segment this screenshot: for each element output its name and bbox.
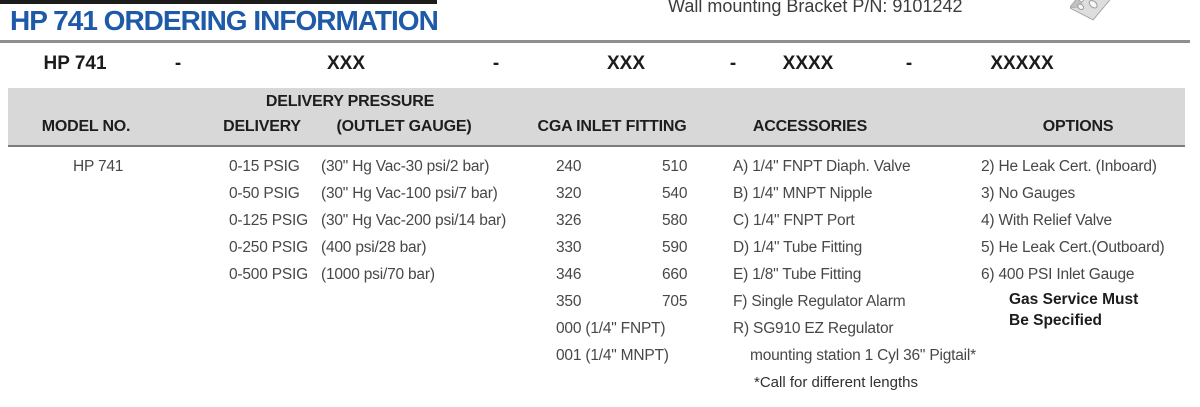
cga-value: 320 <box>556 185 582 202</box>
cga-value: 510 <box>662 158 688 175</box>
order-code-dash: - <box>492 53 500 74</box>
title-underline <box>0 40 1190 43</box>
accessory-item: B) 1/4" MNPT Nipple <box>733 185 873 202</box>
accessory-item: A) 1/4" FNPT Diaph. Valve <box>733 158 911 175</box>
order-code-segment-1: XXX <box>326 53 366 74</box>
top-black-bar <box>0 0 437 4</box>
order-code-dash: - <box>729 53 737 74</box>
delivery-value: 0-250 PSIG <box>229 239 308 256</box>
wall-bracket-image <box>1068 0 1132 39</box>
cga-value: 350 <box>556 293 582 310</box>
header-delivery: DELIVERY <box>223 118 301 135</box>
accessory-item: E) 1/8" Tube Fitting <box>733 266 862 283</box>
order-code-segment-4: XXXXX <box>990 53 1054 74</box>
accessory-item: C) 1/4" FNPT Port <box>733 212 855 229</box>
cga-value: 330 <box>556 239 582 256</box>
header-accessories: ACCESSORIES <box>752 118 868 135</box>
accessory-item: D) 1/4" Tube Fitting <box>733 239 863 256</box>
order-code-model: HP 741 <box>43 53 107 74</box>
header-delivery-pressure-group: DELIVERY PRESSURE <box>265 93 435 110</box>
cga-value: 240 <box>556 158 582 175</box>
cga-value: 326 <box>556 212 582 229</box>
accessory-item-continued: mounting station 1 Cyl 36" Pigtail* <box>750 347 976 364</box>
delivery-value: 0-500 PSIG <box>229 266 308 283</box>
order-code-dash: - <box>174 53 182 74</box>
delivery-value: 0-125 PSIG <box>229 212 308 229</box>
outlet-gauge-value: (30" Hg Vac-200 psi/14 bar) <box>321 212 507 229</box>
outlet-gauge-value: (400 psi/28 bar) <box>321 239 427 256</box>
order-code-segment-3: XXXX <box>782 53 834 74</box>
header-cga-inlet-fitting: CGA INLET FITTING <box>537 118 687 135</box>
option-item: 4) With Relief Valve <box>981 212 1112 229</box>
cga-value: 001 (1/4" MNPT) <box>556 347 669 364</box>
outlet-gauge-value: (30" Hg Vac-100 psi/7 bar) <box>321 185 498 202</box>
pigtail-footnote: *Call for different lengths <box>754 374 918 391</box>
accessory-item: F) Single Regulator Alarm <box>733 293 906 310</box>
cga-value: 346 <box>556 266 582 283</box>
header-options: OPTIONS <box>1042 118 1114 135</box>
wall-bracket-note: Wall mounting Bracket P/N: 9101242 <box>668 0 963 16</box>
delivery-value: 0-50 PSIG <box>229 185 300 202</box>
cga-value: 580 <box>662 212 688 229</box>
model-no-value: HP 741 <box>73 158 124 175</box>
outlet-gauge-value: (1000 psi/70 bar) <box>321 266 435 283</box>
accessory-item: R) SG910 EZ Regulator <box>733 320 894 337</box>
outlet-gauge-value: (30" Hg Vac-30 psi/2 bar) <box>321 158 490 175</box>
option-item: 5) He Leak Cert.(Outboard) <box>981 239 1165 256</box>
cga-value: 705 <box>662 293 688 310</box>
page-title: HP 741 ORDERING INFORMATION <box>10 5 439 36</box>
table-header-band <box>8 88 1185 147</box>
option-item: 2) He Leak Cert. (Inboard) <box>981 158 1157 175</box>
order-code-dash: - <box>905 53 913 74</box>
header-outlet-gauge: (OUTLET GAUGE) <box>336 118 472 135</box>
gas-service-note-line1: Gas Service Must <box>1009 291 1139 308</box>
gas-service-note-line2: Be Specified <box>1009 312 1103 329</box>
cga-value: 540 <box>662 185 688 202</box>
cga-value: 660 <box>662 266 688 283</box>
header-model-no: MODEL NO. <box>41 118 131 135</box>
cga-value: 590 <box>662 239 688 256</box>
delivery-value: 0-15 PSIG <box>229 158 300 175</box>
order-code-segment-2: XXX <box>606 53 646 74</box>
cga-value: 000 (1/4" FNPT) <box>556 320 666 337</box>
option-item: 6) 400 PSI Inlet Gauge <box>981 266 1135 283</box>
option-item: 3) No Gauges <box>981 185 1076 202</box>
